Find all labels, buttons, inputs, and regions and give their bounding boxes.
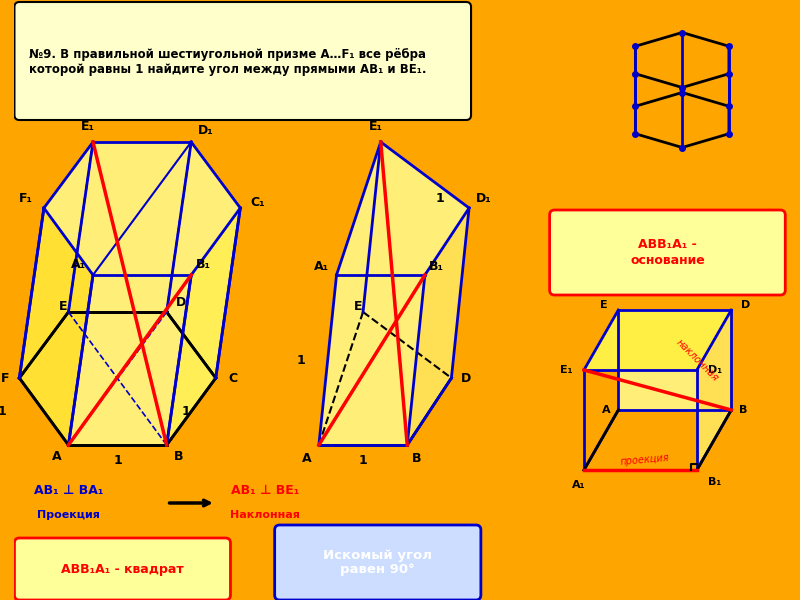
Text: B: B [174,451,183,463]
Text: №9. В правильной шестиугольной призме А…F₁ все рёбра
которой равны 1 найдите уго: №9. В правильной шестиугольной призме А…… [29,48,426,76]
Text: C: C [229,371,238,385]
Text: E₁: E₁ [560,365,573,375]
Polygon shape [44,142,240,275]
Text: 1: 1 [358,454,367,467]
Text: E: E [354,301,362,313]
FancyBboxPatch shape [274,525,481,600]
Polygon shape [166,208,240,445]
Text: Проекция: Проекция [37,510,100,520]
Text: E₁: E₁ [81,121,95,133]
Text: B₁: B₁ [429,260,444,274]
Polygon shape [19,208,93,445]
Text: A₁: A₁ [314,260,330,274]
Text: D₁: D₁ [198,124,214,136]
Polygon shape [319,275,425,445]
Text: A₁: A₁ [70,259,86,271]
Polygon shape [407,208,469,445]
Text: ABB₁A₁ -
основание: ABB₁A₁ - основание [630,238,705,266]
Text: 1: 1 [0,405,6,418]
Text: проекция: проекция [620,453,670,467]
Text: E: E [600,300,607,310]
Text: F₁: F₁ [19,191,34,205]
FancyBboxPatch shape [14,538,230,600]
Text: D: D [461,371,471,385]
Polygon shape [697,310,731,470]
Text: E₁: E₁ [369,121,383,133]
Text: A₁: A₁ [572,480,586,490]
Text: 1: 1 [297,353,306,367]
Polygon shape [584,310,731,370]
Polygon shape [337,142,469,275]
Text: A: A [602,405,611,415]
Text: B₁: B₁ [195,259,210,271]
Text: C₁: C₁ [250,196,266,209]
Text: D₁: D₁ [476,191,492,205]
Text: D: D [742,300,750,310]
Text: F: F [0,371,9,385]
Text: B₁: B₁ [708,477,721,487]
Text: B: B [739,405,747,415]
Text: D₁: D₁ [707,365,722,375]
Text: B: B [412,451,422,464]
Text: E: E [59,301,68,313]
Text: AB₁ ⊥ BE₁: AB₁ ⊥ BE₁ [230,484,299,496]
Polygon shape [618,310,731,410]
Text: ABB₁A₁ - квадрат: ABB₁A₁ - квадрат [61,563,184,575]
FancyBboxPatch shape [550,210,786,295]
Text: 1: 1 [435,192,444,205]
Text: AB₁ ⊥ BA₁: AB₁ ⊥ BA₁ [34,484,103,496]
Text: Искомый угол
равен 90°: Искомый угол равен 90° [323,548,432,577]
Text: D: D [176,295,186,308]
Text: 1: 1 [113,454,122,467]
FancyBboxPatch shape [14,2,471,120]
Polygon shape [69,275,191,445]
Text: Наклонная: Наклонная [230,510,300,520]
Text: A: A [302,451,312,464]
Text: A: A [52,451,62,463]
Text: наклонная: наклонная [674,337,720,383]
Text: 1: 1 [182,405,190,418]
